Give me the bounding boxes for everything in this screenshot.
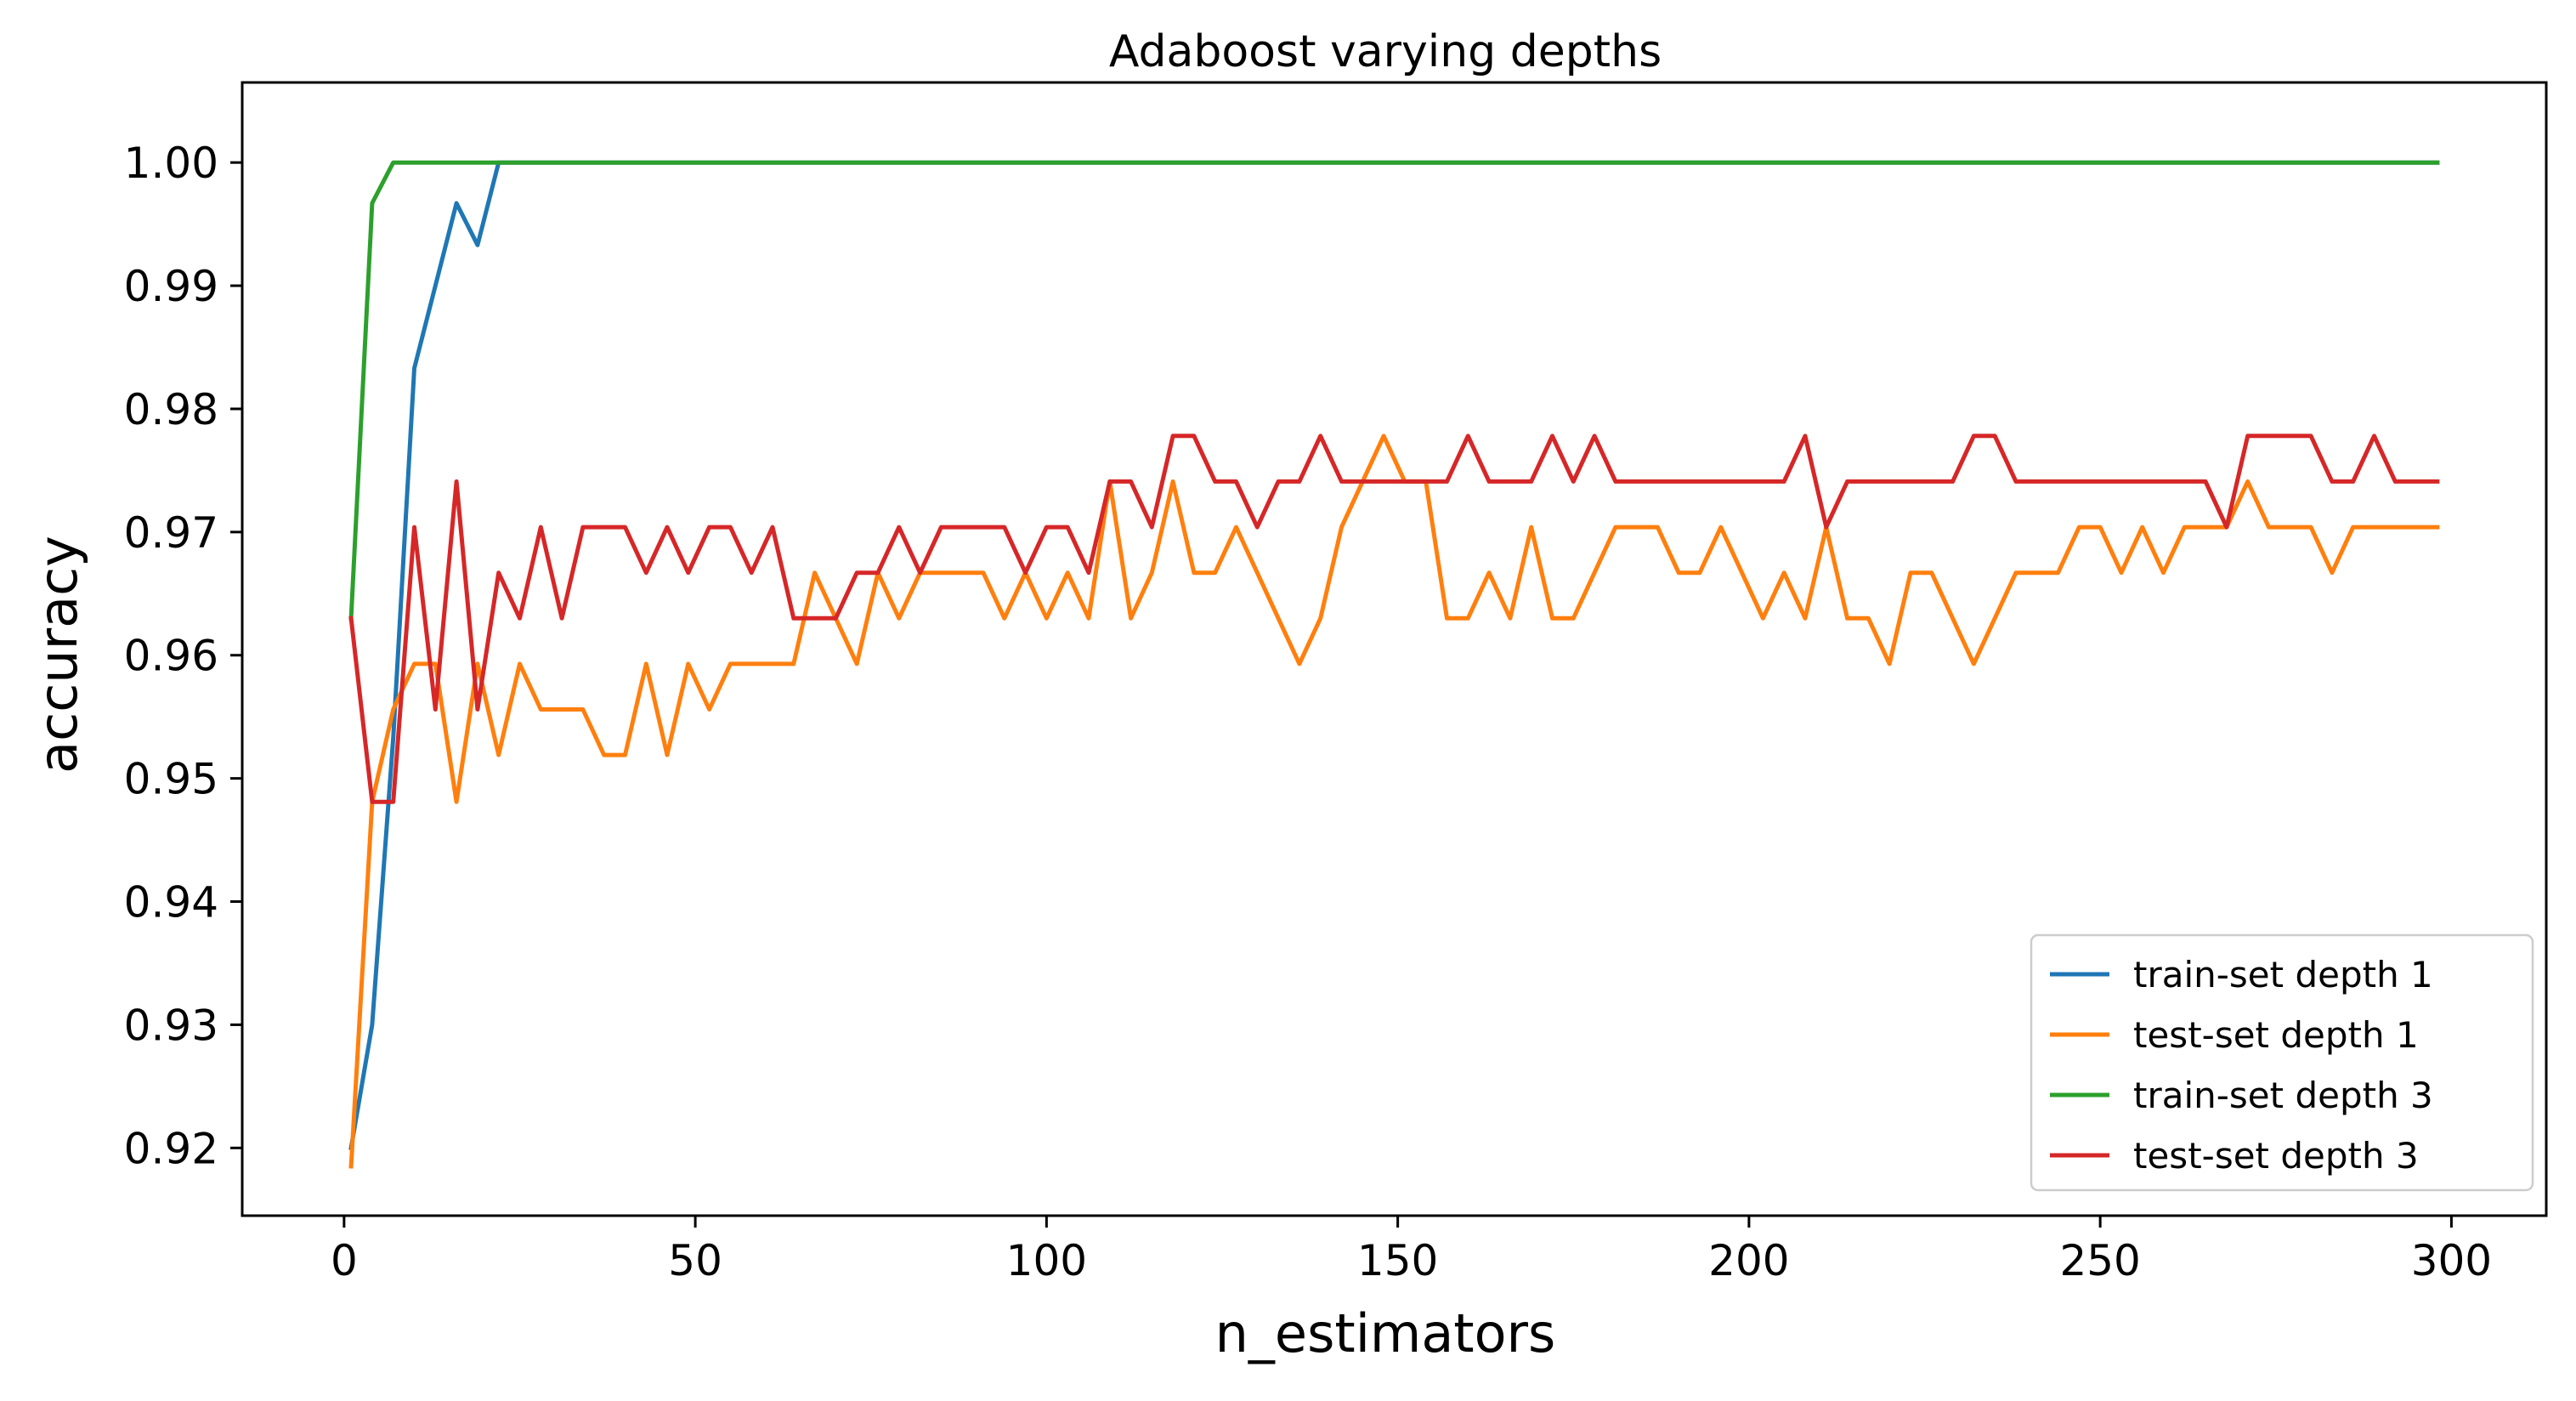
series-line-4 [348,434,2440,804]
y-tick-label: 0.96 [124,632,218,681]
legend: train-set depth 1 test-set depth 1 train-s… [2030,933,2534,1192]
plot-frame [241,81,2548,1217]
x-tick-label: 250 [2059,1236,2140,1285]
chart-title: Adaboost varying depths [1109,26,1662,77]
legend-label: train-set depth 1 [2133,954,2433,995]
series-line-3 [348,160,2440,621]
legend-box [2030,933,2534,1192]
y-tick-label: 0.93 [124,1001,218,1050]
series-line-2 [348,434,2440,1169]
y-tick-label: 0.97 [124,508,218,558]
x-tick-label: 200 [1708,1236,1789,1285]
legend-label: train-set depth 3 [2133,1075,2433,1116]
x-tick-label: 100 [1006,1236,1087,1285]
y-tick-label: 0.94 [124,878,218,927]
y-tick-label: 0.95 [124,755,218,804]
x-axis: 0 50 100 150 200 250 300 [331,1216,2492,1285]
x-tick-label: 150 [1357,1236,1438,1285]
legend-label: test-set depth 1 [2133,1014,2419,1056]
y-tick-label: 0.92 [124,1124,218,1173]
y-tick-label: 0.98 [124,385,218,434]
plot-area [348,160,2440,1169]
y-axis-label: accuracy [27,536,89,774]
y-tick-label: 0.99 [124,262,218,311]
x-axis-label: n_estimators [1215,1302,1556,1364]
legend-label: test-set depth 3 [2133,1135,2419,1177]
x-tick-label: 50 [668,1236,722,1285]
x-tick-label: 0 [331,1236,358,1285]
y-axis: 0.92 0.93 0.94 0.95 0.96 0.97 0.98 0.99 1.00 [124,139,242,1173]
x-tick-label: 300 [2411,1236,2492,1285]
y-tick-label: 1.00 [124,139,218,188]
